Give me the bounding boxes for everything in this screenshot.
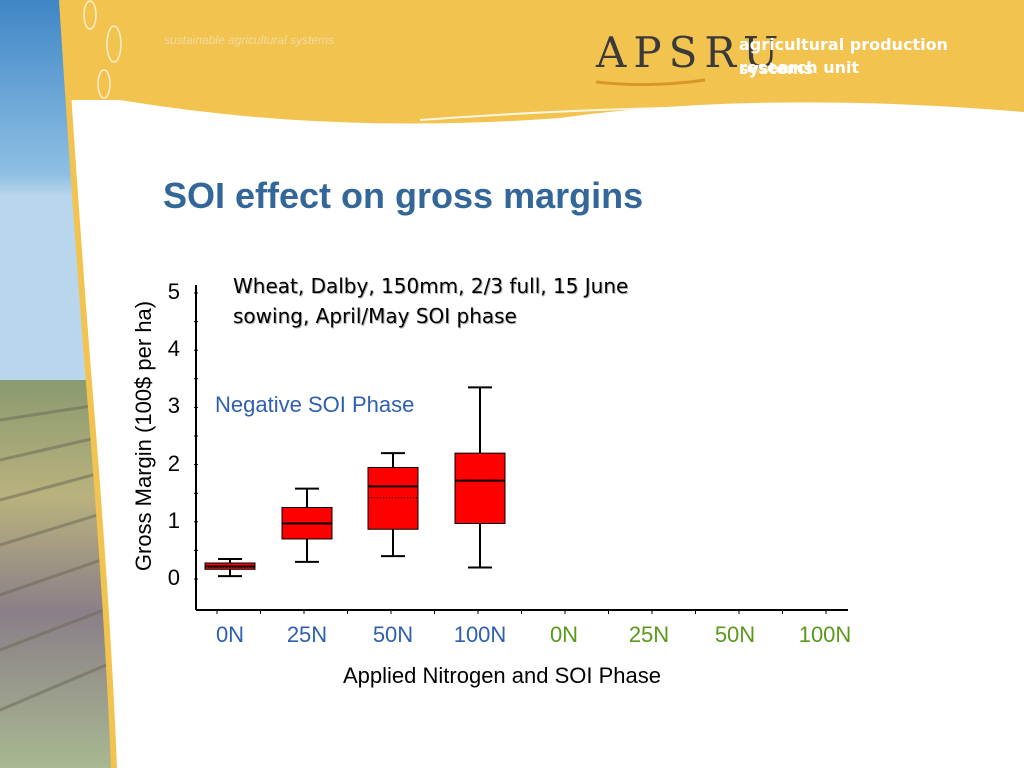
leaf-icon [83, 0, 122, 99]
x-tick-label: 100N [453, 622, 507, 647]
x-tick-label: 0N [215, 622, 245, 647]
x-tick-label: 0N [549, 622, 579, 647]
header-swoosh-lines [419, 105, 1024, 161]
org-name-line2: research unit [739, 58, 860, 77]
header-band [0, 0, 1024, 124]
y-tick-label: 0 [167, 565, 180, 590]
box-iqr [367, 466, 419, 530]
logo-underline [595, 78, 706, 87]
x-tick-label: 50N [372, 622, 414, 647]
x-tick-label: 50N [714, 622, 756, 647]
y-tick-label: 3 [167, 393, 180, 419]
x-tick-label: 100N [798, 622, 852, 647]
x-tick-label: 25N [628, 622, 670, 647]
x-axis-label: Applied Nitrogen and SOI Phase [343, 663, 661, 688]
photo-edge-curve [59, 0, 117, 768]
org-name-line1: agricultural production systems [739, 35, 948, 78]
y-tick-label: 5 [167, 279, 180, 304]
y-tick-label: 1 [167, 507, 180, 533]
apsru-logo: APSRU [596, 28, 786, 77]
box-iqr [454, 452, 506, 525]
y-tick-label: 4 [167, 336, 180, 362]
chart-subtitle: Wheat, Dalby, 150mm, 2/3 full, 15 June s… [233, 274, 629, 328]
slide-title: SOI effect on gross margins [163, 175, 644, 216]
negative-soi-phase-label: Negative SOI Phase [215, 392, 415, 417]
x-tick-label: 25N [286, 622, 328, 647]
y-tick-label: 2 [167, 450, 180, 476]
tagline: sustainable agricultural systems [164, 33, 335, 47]
